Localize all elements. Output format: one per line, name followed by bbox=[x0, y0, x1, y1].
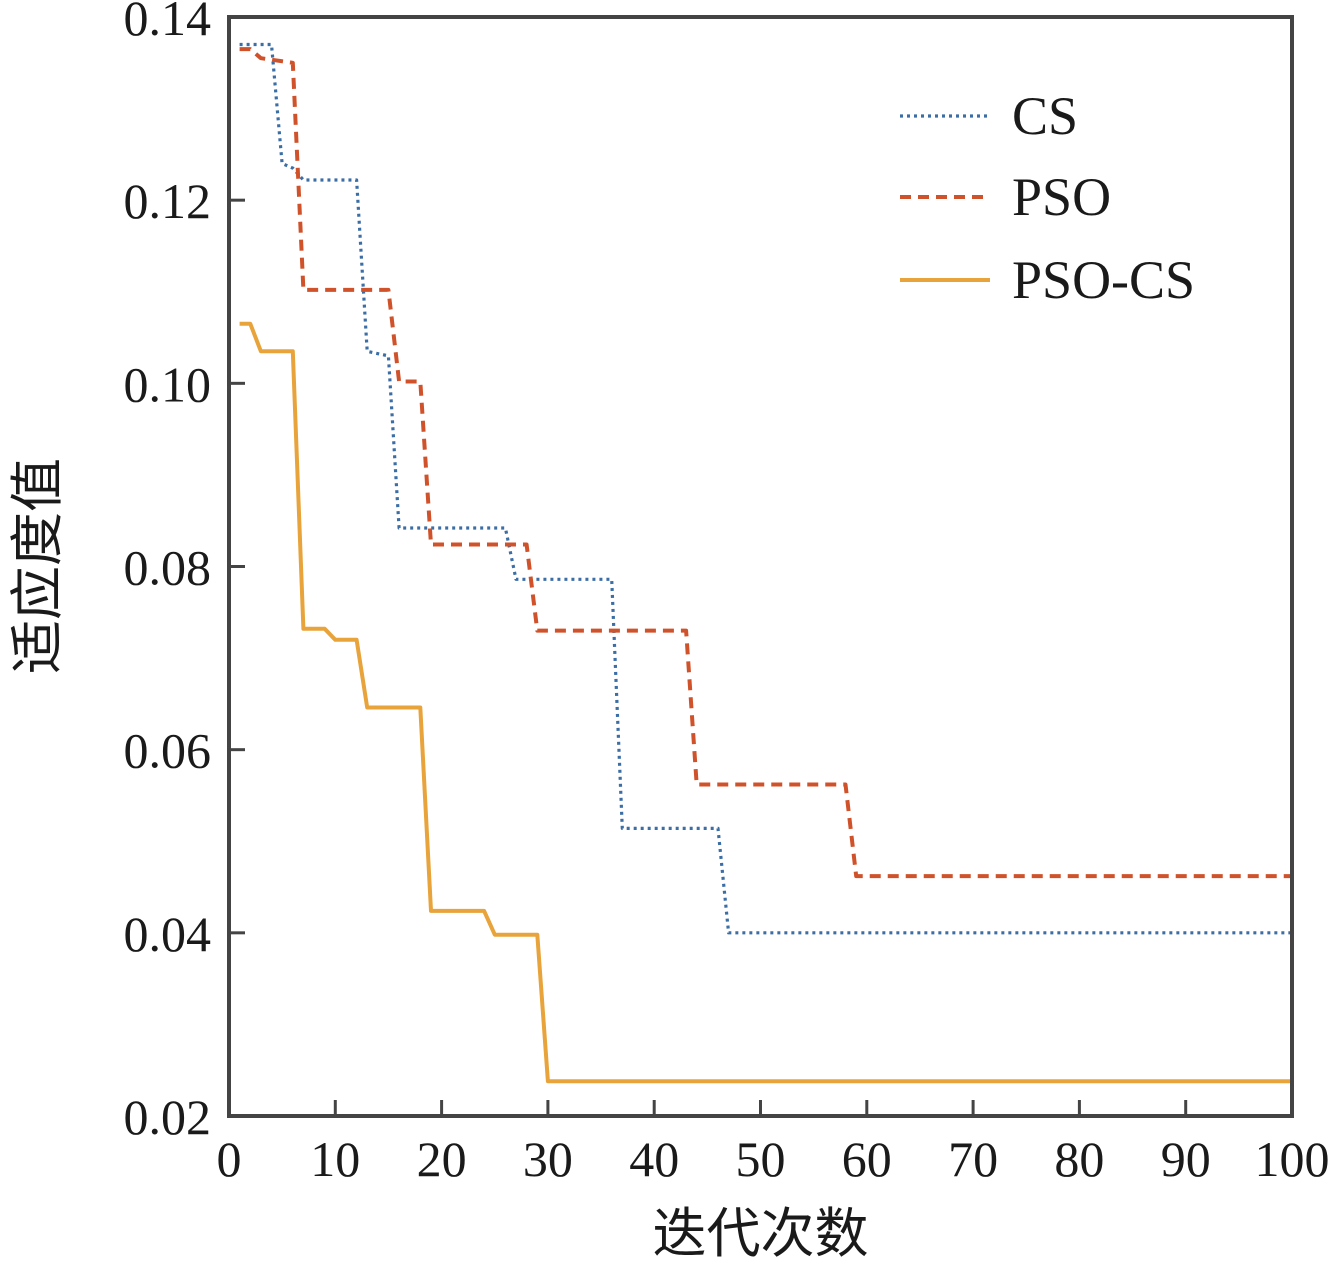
x-tick-label: 80 bbox=[1054, 1131, 1104, 1187]
x-axis-title: 迭代次数 bbox=[653, 1202, 869, 1263]
series-layer bbox=[239, 42, 1292, 1084]
x-tick-label: 30 bbox=[523, 1131, 573, 1187]
legend-label-cs: CS bbox=[1012, 86, 1078, 146]
y-tick-label: 0.06 bbox=[124, 723, 212, 779]
x-tick-label: 40 bbox=[629, 1131, 679, 1187]
x-tick-label: 90 bbox=[1161, 1131, 1211, 1187]
series-line-cs bbox=[239, 42, 1292, 935]
x-tick-label: 70 bbox=[948, 1131, 998, 1187]
y-tick-label: 0.14 bbox=[124, 0, 212, 46]
y-tick-label: 0.10 bbox=[124, 356, 212, 412]
x-tick-label: 100 bbox=[1255, 1131, 1330, 1187]
tick-layer: 0 10 20 30 40 50 60 70 80 90 100 0.02 0.04 0.06 0.08 0.… bbox=[124, 0, 1330, 1187]
y-tick-label: 0.08 bbox=[124, 540, 212, 596]
y-tick-label: 0.02 bbox=[124, 1089, 212, 1145]
legend-label-pso: PSO bbox=[1012, 167, 1111, 227]
legend-label-pso-cs: PSO-CS bbox=[1012, 250, 1195, 310]
x-tick-label: 0 bbox=[217, 1131, 242, 1187]
series-line-pso bbox=[239, 47, 1292, 879]
x-tick-label: 50 bbox=[736, 1131, 786, 1187]
x-tick-label: 10 bbox=[310, 1131, 360, 1187]
y-axis-title: 适应度值 bbox=[6, 458, 69, 674]
series-line-pso-cs bbox=[239, 321, 1292, 1084]
y-tick-label: 0.12 bbox=[124, 173, 212, 229]
plot-frame bbox=[227, 15, 1294, 1118]
x-tick-label: 20 bbox=[417, 1131, 467, 1187]
legend: CS PSO PSO-CS bbox=[900, 86, 1195, 310]
y-tick-label: 0.04 bbox=[124, 906, 212, 962]
x-tick-label: 60 bbox=[842, 1131, 892, 1187]
